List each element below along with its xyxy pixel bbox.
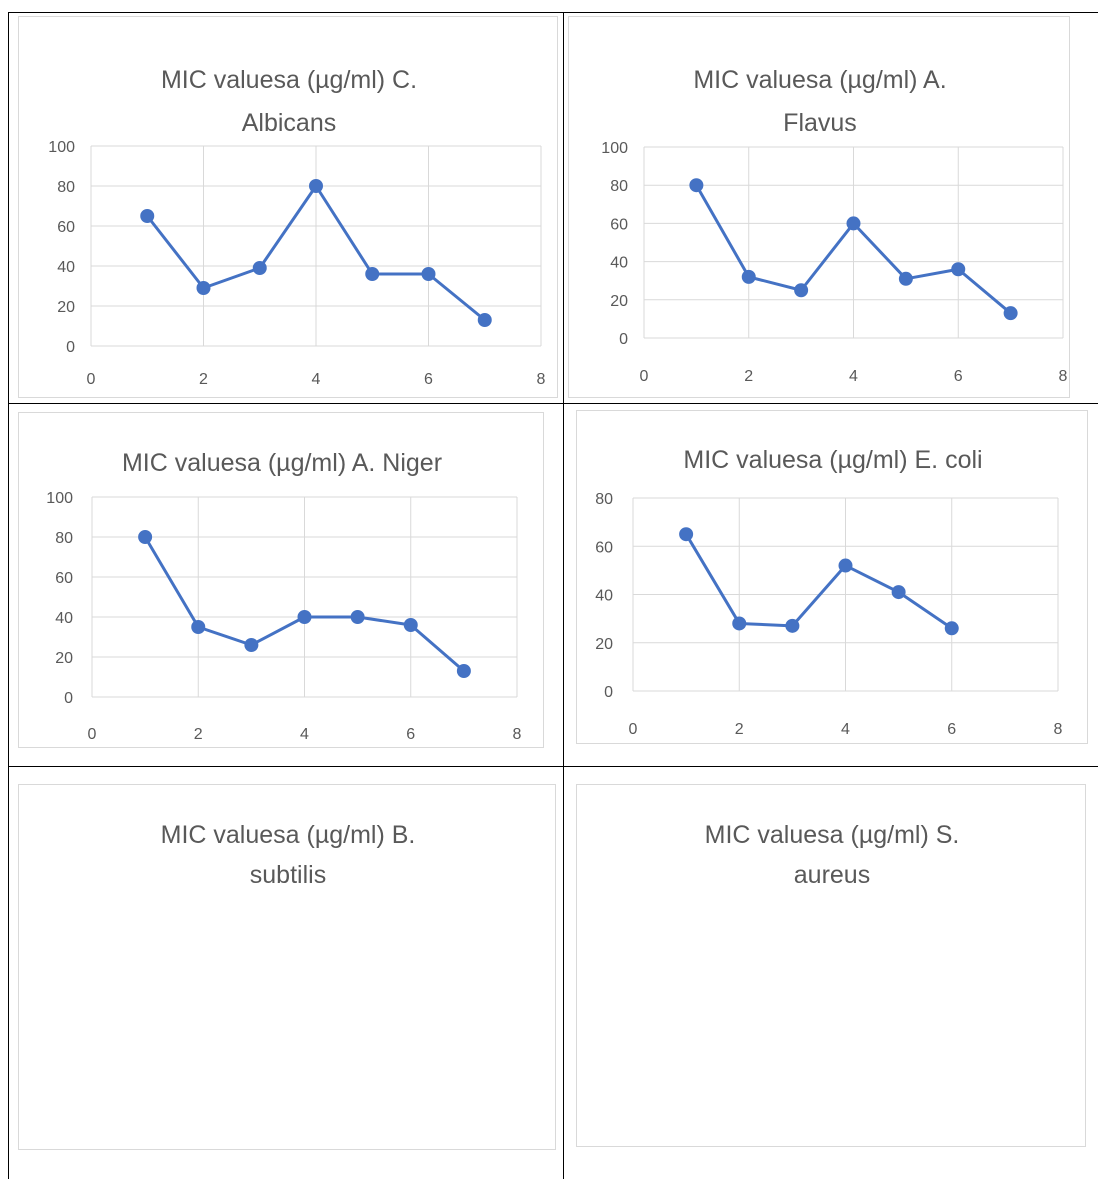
x-tick-label: 6 [954, 368, 963, 385]
table-divider-vertical [563, 12, 564, 1179]
y-tick-label: 80 [610, 178, 628, 195]
chart-a-niger: MIC valuesa (µg/ml) A. Niger 0 20 40 60 80 100… [18, 412, 544, 748]
x-tick-label: 2 [194, 726, 203, 743]
chart-e-coli: MIC valuesa (µg/ml) E. coli 0 20 40 60 80 0 2 4 6… [576, 410, 1088, 744]
x-tick-label: 4 [312, 371, 321, 388]
chart-title-line: MIC valuesa (µg/ml) A. [693, 66, 946, 94]
data-point [244, 638, 259, 652]
chart-title-line: MIC valuesa (µg/ml) E. coli [683, 446, 982, 474]
table-border-top [8, 12, 1098, 13]
data-point [1003, 306, 1018, 321]
chart-b-subtilis: MIC valuesa (µg/ml) B.subtilis0204060024… [18, 784, 556, 1150]
table-divider-row2 [8, 766, 1098, 767]
y-tick-label: 100 [48, 139, 75, 156]
data-point [891, 585, 906, 600]
chart-svg: MIC valuesa (µg/ml) E. coli 0 20 40 60 80 0 2 4 6… [595, 446, 1063, 738]
data-point [297, 610, 312, 624]
data-point [732, 616, 747, 631]
chart-svg: MIC valuesa (µg/ml) B.subtilis0204060024… [161, 821, 416, 889]
x-tick-label: 4 [300, 726, 309, 743]
y-tick-label: 40 [55, 610, 73, 627]
data-point [838, 558, 853, 573]
y-tick-label: 60 [610, 216, 628, 233]
data-point [191, 620, 206, 634]
y-tick-label: 20 [595, 636, 613, 653]
x-tick-label: 0 [88, 726, 97, 743]
y-tick-label: 80 [595, 491, 613, 508]
y-tick-label: 0 [64, 690, 73, 707]
data-point [421, 267, 436, 281]
y-tick-label: 20 [55, 650, 73, 667]
y-tick-label: 100 [46, 490, 73, 507]
x-tick-label: 6 [424, 371, 433, 388]
x-tick-label: 2 [744, 368, 753, 385]
chart-title-line: MIC valuesa (µg/ml) A. Niger [122, 449, 442, 477]
chart-title-line: MIC valuesa (µg/ml) S. [705, 821, 960, 849]
chart-title-line: aureus [794, 861, 870, 889]
chart-svg: MIC valuesa (µg/ml) A. Niger020406080100… [46, 449, 522, 743]
y-tick-label: 80 [55, 530, 73, 547]
chart-title-line: MIC valuesa (µg/ml) C. [161, 66, 417, 94]
x-tick-label: 0 [640, 368, 649, 385]
y-tick-label: 60 [55, 570, 73, 587]
x-tick-label: 4 [849, 368, 858, 385]
data-point [309, 179, 323, 193]
x-tick-label: 8 [513, 726, 522, 743]
data-point [951, 262, 966, 277]
x-tick-label: 8 [1054, 721, 1063, 738]
y-tick-label: 100 [601, 140, 628, 157]
data-point [944, 621, 959, 636]
y-tick-label: 20 [610, 293, 628, 310]
chart-title-line: Flavus [783, 109, 857, 137]
data-point [679, 527, 694, 542]
series-line [684, 533, 953, 630]
chart-title-line: Albicans [242, 109, 337, 137]
y-tick-label: 60 [595, 539, 613, 556]
data-point [898, 271, 913, 286]
y-tick-label: 0 [619, 331, 628, 348]
data-point [350, 610, 365, 624]
data-point [794, 283, 809, 298]
data-point [196, 281, 211, 295]
data-point [846, 216, 861, 231]
y-tick-label: 0 [604, 684, 613, 701]
data-point [403, 618, 418, 632]
data-point [689, 178, 704, 193]
data-point [456, 664, 471, 678]
data-point [365, 267, 380, 281]
x-tick-label: 8 [537, 371, 546, 388]
data-point [785, 618, 800, 633]
chart-title-line: MIC valuesa (µg/ml) B. [161, 821, 416, 849]
x-tick-label: 0 [629, 721, 638, 738]
data-point [477, 313, 492, 327]
chart-svg: MIC valuesa (µg/ml) A.Flavus020406080100… [601, 66, 1068, 385]
data-point [741, 269, 756, 284]
y-tick-label: 60 [57, 219, 75, 236]
y-tick-label: 0 [66, 339, 75, 356]
y-tick-label: 40 [595, 588, 613, 605]
x-tick-label: 6 [406, 726, 415, 743]
chart-title-line: subtilis [250, 861, 326, 889]
chart-s-aureus: MIC valuesa (µg/ml) S.aureus020406080100… [576, 784, 1086, 1147]
table-border-left [8, 12, 9, 1179]
x-tick-label: 4 [841, 721, 850, 738]
y-tick-label: 40 [57, 259, 75, 276]
x-tick-label: 8 [1059, 368, 1068, 385]
x-tick-label: 0 [87, 371, 96, 388]
y-tick-label: 20 [57, 299, 75, 316]
y-tick-label: 80 [57, 179, 75, 196]
chart-a-flavus: MIC valuesa (µg/ml) A. Flavus 0 20 40 60 80 100… [568, 16, 1070, 398]
chart-c-albicans: MIC valuesa (µg/ml) C. Albicans 0 20 40 60 80 1… [18, 16, 558, 398]
chart-svg: MIC valuesa (µg/ml) C.Albicans0204060801… [48, 66, 546, 388]
x-tick-label: 2 [199, 371, 208, 388]
y-tick-label: 40 [610, 255, 628, 272]
x-tick-label: 6 [947, 721, 956, 738]
data-point [252, 261, 267, 275]
data-point [138, 530, 153, 544]
chart-svg: MIC valuesa (µg/ml) S.aureus020406080100… [705, 821, 960, 889]
data-point [140, 209, 155, 223]
table-divider-row1 [8, 403, 1098, 404]
x-tick-label: 2 [735, 721, 744, 738]
